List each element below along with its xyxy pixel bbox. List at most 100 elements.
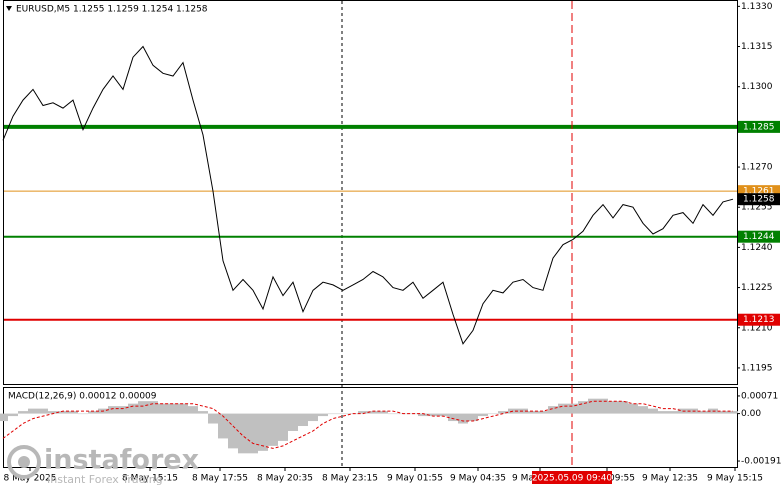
macd-bar [668, 411, 678, 414]
price-label: 1.1258 [743, 195, 775, 205]
macd-bar [528, 411, 538, 414]
macd-bar [258, 413, 268, 451]
macd-bar [718, 411, 728, 414]
macd-bar [508, 408, 518, 414]
macd-bar [448, 413, 458, 422]
watermark-title: instaforex [44, 445, 199, 476]
macd-bar [58, 411, 68, 414]
macd-bar [0, 413, 9, 422]
macd-bar [128, 403, 138, 414]
macd-bar [428, 413, 438, 417]
level-label: 1.1261 [743, 187, 775, 197]
signal-line [2, 400, 733, 449]
level-label: 1.1285 [743, 122, 775, 132]
price-panel-frame [3, 0, 738, 385]
macd-bar [548, 406, 558, 414]
macd-bar [218, 413, 228, 439]
x-tick-label: 9 May 12:35 [642, 474, 698, 484]
macd-bar [248, 413, 258, 454]
macd-bar [578, 401, 588, 414]
macd-bar [588, 398, 598, 414]
x-tick-label: 9 May 15:15 [707, 474, 763, 484]
y-tick-label: 1.1240 [741, 243, 773, 253]
macd-bar [298, 413, 308, 427]
level-label-box [738, 120, 780, 133]
macd-bar [148, 401, 158, 414]
macd-bar [598, 398, 608, 414]
macd-bar [168, 403, 178, 414]
macd-bar [38, 408, 48, 414]
macd-bar [418, 413, 428, 417]
macd-bar [308, 413, 318, 422]
x-tick-label: 8 May 2025 [4, 474, 57, 484]
y-tick-label: 1.1330 [741, 2, 773, 12]
macd-bar [318, 413, 328, 417]
y-tick-label: 0.00071 [741, 391, 778, 401]
title-marker [6, 6, 12, 11]
chart-title: EURUSD,M5 1.1255 1.1259 1.1254 1.1258 [16, 5, 208, 15]
macd-bar [68, 411, 78, 414]
level-label: 1.1213 [743, 315, 775, 325]
macd-bar [268, 413, 278, 446]
macd-bar [438, 413, 448, 417]
macd-bar [138, 401, 148, 414]
macd-bar [188, 406, 198, 414]
y-tick-label: 1.1315 [741, 42, 773, 52]
macd-bar [518, 408, 528, 414]
macd-bar [618, 401, 628, 414]
watermark-subtitle: Instant Forex Trading [47, 473, 163, 486]
macd-bar [228, 413, 238, 449]
macd-bar [338, 413, 348, 415]
macd-bar [468, 413, 478, 422]
macd-bar [208, 413, 218, 424]
macd-panel-frame [3, 387, 738, 468]
macd-bar [658, 411, 668, 414]
x-tick-label: 8 May 20:35 [257, 474, 313, 484]
macd-bar [648, 408, 658, 414]
macd-bar [18, 411, 28, 414]
logo-icon-core [18, 456, 30, 468]
macd-bar [28, 408, 38, 414]
logo-icon [7, 445, 41, 479]
macd-bar [358, 411, 368, 414]
macd-bar [568, 403, 578, 414]
macd-bar [328, 413, 338, 415]
crosshair-label: 2025.05.09 09:40 [532, 474, 613, 484]
macd-bar [78, 413, 88, 415]
macd-bar [8, 413, 18, 417]
macd-bar [378, 411, 388, 414]
macd-bar [118, 406, 128, 414]
macd-bar [288, 413, 298, 431]
level-label-box [738, 230, 780, 243]
macd-bar [458, 413, 468, 424]
macd-bar [628, 403, 638, 414]
macd-bar [178, 403, 188, 414]
macd-bar [728, 411, 738, 414]
y-tick-label: 1.1255 [741, 203, 773, 213]
watermark: instaforex Instant Forex Trading [7, 445, 199, 486]
y-tick-label: 1.1195 [741, 363, 773, 373]
macd-title: MACD(12,26,9) 0.00012 0.00009 [8, 392, 157, 402]
price-label-box [738, 193, 780, 206]
macd-bar [488, 413, 498, 415]
macd-bar [278, 413, 288, 441]
macd-bar [368, 411, 378, 414]
y-tick-label: 1.1225 [741, 283, 773, 293]
x-tick-label: 8 May 17:55 [192, 474, 248, 484]
macd-bar [478, 413, 488, 417]
macd-bar [198, 411, 208, 414]
macd-bar [638, 406, 648, 414]
level-label: 1.1244 [743, 232, 775, 242]
y-tick-label: 1.1300 [741, 82, 773, 92]
price-line [2, 45, 734, 345]
level-label-box [738, 313, 780, 326]
macd-bar [388, 413, 398, 415]
macd-bar [498, 411, 508, 414]
macd-bar [158, 403, 168, 414]
macd-bar [108, 406, 118, 414]
macd-bar [698, 411, 708, 414]
macd-bar [538, 411, 548, 414]
macd-bar [608, 401, 618, 414]
